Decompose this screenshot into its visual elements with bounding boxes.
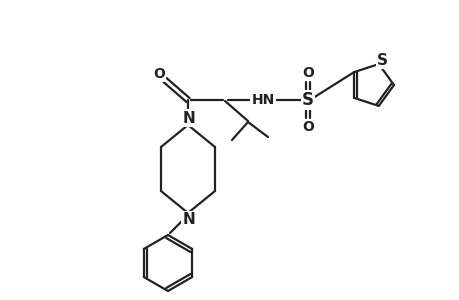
Text: N: N (182, 212, 195, 227)
Text: S: S (302, 91, 313, 109)
Text: O: O (302, 66, 313, 80)
Text: O: O (153, 67, 165, 81)
Text: O: O (302, 120, 313, 134)
Text: N: N (182, 110, 195, 125)
Text: HN: HN (251, 93, 274, 107)
Text: S: S (376, 52, 387, 68)
